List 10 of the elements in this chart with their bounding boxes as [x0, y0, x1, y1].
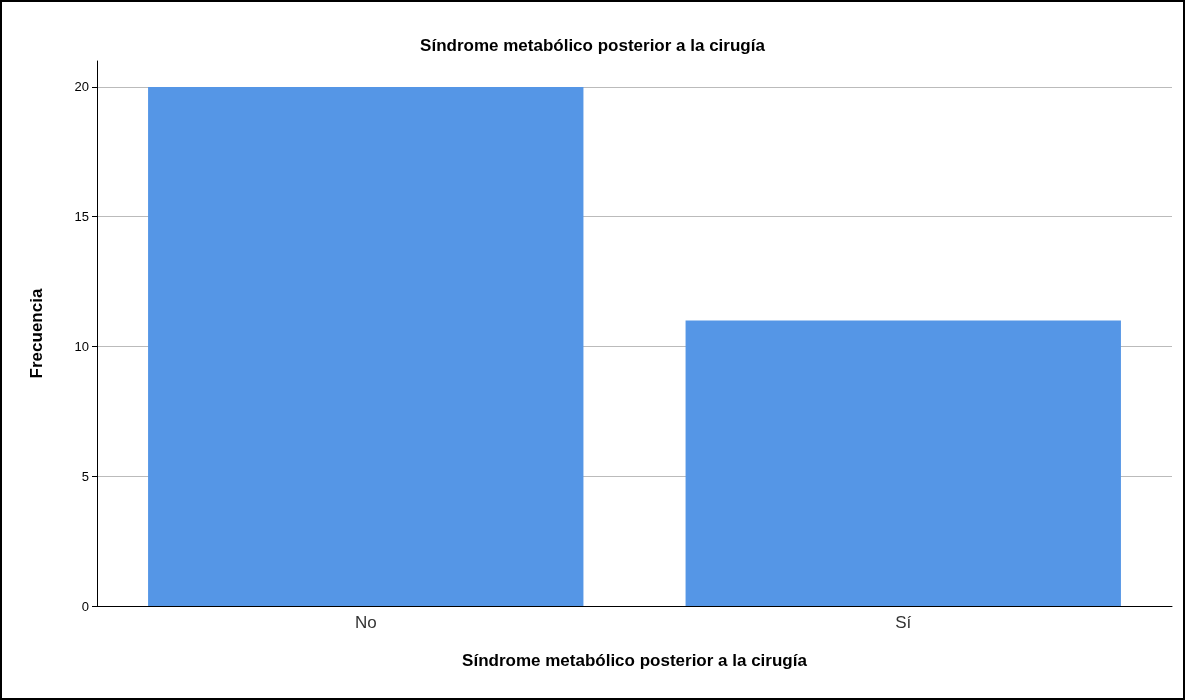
chart-title: Síndrome metabólico posterior a la cirugía: [420, 36, 766, 55]
y-tick-label: 5: [81, 468, 89, 484]
y-tick-label: 0: [81, 598, 89, 614]
y-tick-label: 20: [74, 79, 89, 95]
x-axis-title: Síndrome metabólico posterior a la cirugía: [462, 651, 808, 670]
y-tick-label: 15: [74, 209, 89, 225]
x-tick-label: Sí: [895, 613, 912, 632]
x-tick-label: No: [354, 613, 377, 632]
y-tick-label: 10: [74, 338, 89, 354]
y-axis-title: Frecuencia: [27, 288, 46, 379]
